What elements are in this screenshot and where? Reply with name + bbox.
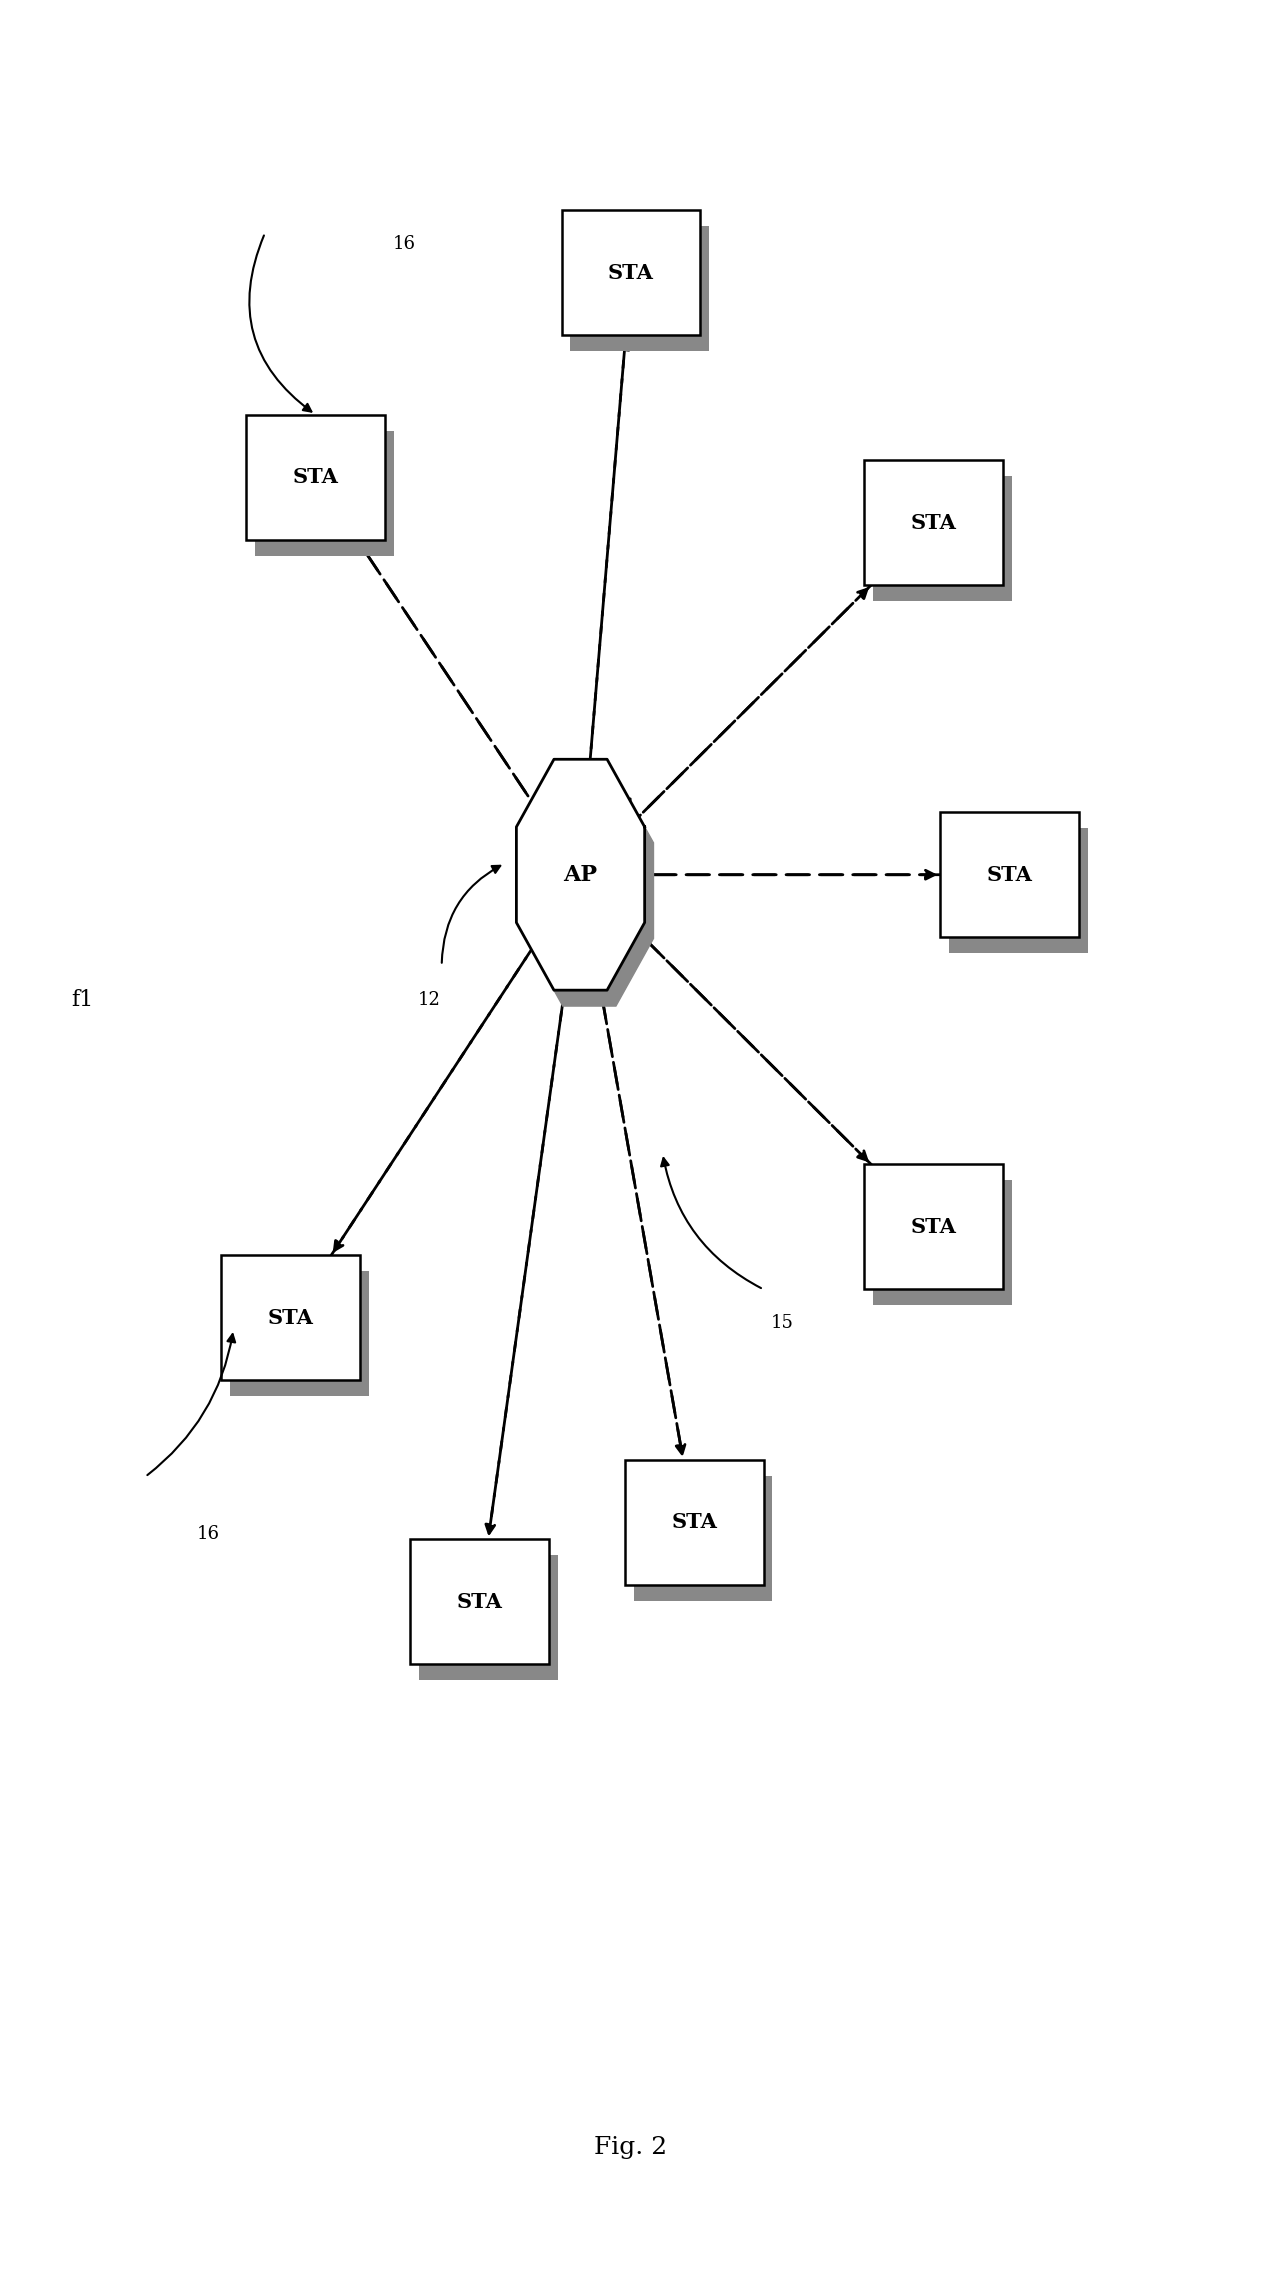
FancyBboxPatch shape [873,477,1012,602]
Polygon shape [516,759,645,991]
Text: STA: STA [457,1593,502,1611]
FancyBboxPatch shape [570,227,709,352]
Text: STA: STA [987,866,1032,884]
FancyBboxPatch shape [864,459,1003,586]
Text: 12: 12 [418,991,440,1009]
Text: Fig. 2: Fig. 2 [594,2136,668,2158]
Polygon shape [525,775,654,1006]
Text: STA: STA [911,513,957,532]
Text: STA: STA [293,468,338,486]
FancyBboxPatch shape [230,1272,369,1395]
FancyBboxPatch shape [410,1540,549,1665]
Text: STA: STA [671,1513,717,1531]
FancyBboxPatch shape [625,1461,764,1586]
FancyBboxPatch shape [255,432,394,557]
Text: STA: STA [911,1218,957,1236]
FancyBboxPatch shape [246,414,385,541]
Text: f1: f1 [71,988,93,1011]
Text: 16: 16 [197,1525,220,1543]
Text: AP: AP [564,863,597,886]
FancyBboxPatch shape [562,211,700,336]
FancyBboxPatch shape [221,1256,360,1381]
Text: 15: 15 [771,1315,794,1331]
FancyBboxPatch shape [864,1166,1003,1290]
FancyBboxPatch shape [419,1556,558,1681]
FancyBboxPatch shape [873,1181,1012,1306]
Text: STA: STA [268,1309,313,1327]
FancyBboxPatch shape [940,813,1079,938]
FancyBboxPatch shape [949,829,1088,954]
Text: 16: 16 [392,236,415,252]
FancyBboxPatch shape [634,1477,772,1602]
Text: STA: STA [608,264,654,282]
